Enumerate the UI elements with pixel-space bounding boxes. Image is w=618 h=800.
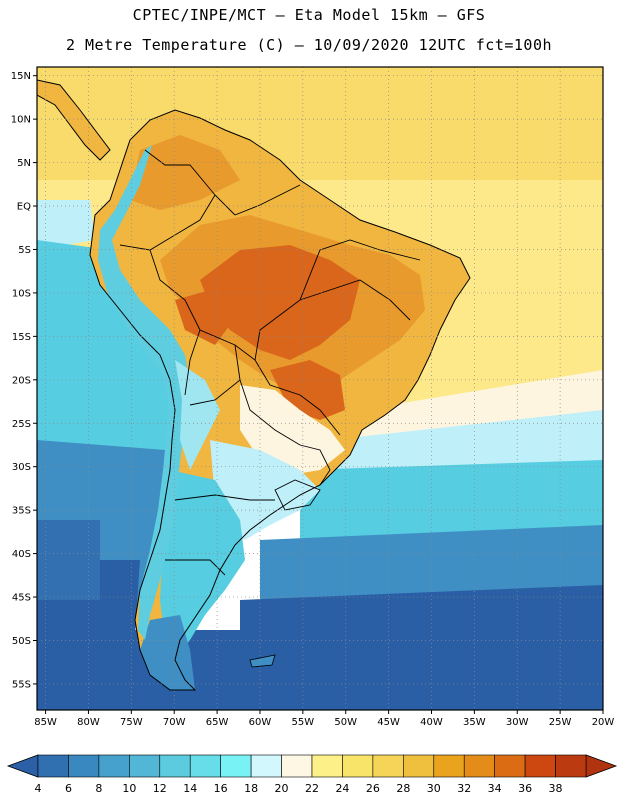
colorbar-label: 4 (35, 782, 42, 795)
lat-tick-label: 5N (17, 158, 31, 169)
lon-tick-label: 35W (463, 717, 486, 728)
central-america-coast (37, 79, 111, 161)
lon-tick-label: 55W (292, 717, 315, 728)
map-title-line2: 2 Metre Temperature (C) — 10/09/2020 12U… (65, 36, 553, 54)
pacific-deep-2 (37, 520, 100, 600)
lat-tick-label: 45S (12, 593, 31, 604)
colorbar-swatch (433, 754, 465, 778)
land-hottest (200, 245, 360, 360)
land-cream-south (240, 385, 345, 475)
colorbar-label: 26 (366, 782, 380, 795)
lon-tick-label: 65W (206, 717, 229, 728)
map-field (37, 67, 603, 710)
lon-tick-label: 20W (592, 717, 615, 728)
colorbar-label: 38 (549, 782, 563, 795)
lon-tick-label: 80W (77, 717, 100, 728)
colorbar-swatch (311, 754, 343, 778)
colorbar-swatch (129, 754, 161, 778)
colorbar-swatch (494, 754, 526, 778)
colorbar-label: 14 (183, 782, 197, 795)
pacific-cyan (37, 240, 170, 470)
lon-tick-label: 30W (506, 717, 529, 728)
lat-tick-label: 55S (12, 679, 31, 690)
longitude-axis: 85W 80W 75W 70W 65W 60W 55W 50W 45W 40W 35W 30W 25W 2… (34, 710, 614, 728)
land-mid-tip (140, 615, 195, 690)
colorbar-label: 30 (427, 782, 441, 795)
latitude-axis: 15N 10N 5N EQ 5S 10S 15S 20S 25S 30S 35S 40S 45S 50S 5… (11, 71, 37, 690)
lat-tick-label: EQ (17, 202, 31, 213)
colorbar-swatch (98, 754, 130, 778)
colorbar-swatch (37, 754, 69, 778)
lat-tick-label: 35S (12, 506, 31, 517)
colorbar-label: 12 (153, 782, 167, 795)
colorbar-label: 28 (396, 782, 410, 795)
land-light-cyan-pampas (210, 440, 320, 540)
lat-tick-label: 10S (12, 288, 31, 299)
map-frame (36, 66, 604, 711)
colorbar-over-arrow (585, 754, 618, 778)
pacific-light (37, 200, 95, 250)
colorbar-swatch (220, 754, 252, 778)
rio-de-la-plata (274, 479, 321, 511)
colorbar-swatch (372, 754, 404, 778)
colorbar-label: 36 (518, 782, 532, 795)
colorbar-under-arrow (6, 754, 39, 778)
colorbar-label: 24 (335, 782, 349, 795)
colorbar-swatch (281, 754, 313, 778)
colorbar-label: 10 (122, 782, 136, 795)
colorbar-swatch (250, 754, 282, 778)
lon-tick-label: 45W (377, 717, 400, 728)
colorbar-label: 8 (95, 782, 102, 795)
andes-range (98, 145, 190, 640)
lon-tick-label: 50W (334, 717, 357, 728)
colorbar-swatch (159, 754, 191, 778)
lon-tick-label: 75W (120, 717, 143, 728)
temperature-colorbar: 4 6 8 10 12 14 16 18 20 22 24 26 28 30 32 34 36 38 (6, 754, 618, 795)
colorbar-label: 34 (488, 782, 502, 795)
colorbar-swatch (463, 754, 495, 778)
colorbar-label: 6 (65, 782, 72, 795)
central-america-land (37, 80, 110, 160)
colorbar-swatch (68, 754, 100, 778)
colorbar-label: 32 (457, 782, 471, 795)
colorbar-swatch (403, 754, 435, 778)
lon-tick-label: 60W (249, 717, 272, 728)
lat-tick-label: 25S (12, 419, 31, 430)
lat-tick-label: 30S (12, 462, 31, 473)
colorbar-label: 18 (244, 782, 258, 795)
colorbar-label: 22 (305, 782, 319, 795)
map-title-line1: CPTEC/INPE/MCT — Eta Model 15km — GFS (132, 6, 486, 24)
country-borders (119, 149, 421, 576)
colorbar-swatch (342, 754, 374, 778)
land-cyan-patagonia (160, 470, 245, 660)
falkland-islands (249, 654, 276, 668)
lon-tick-label: 25W (549, 717, 572, 728)
colorbar-label: 20 (275, 782, 289, 795)
lat-tick-label: 40S (12, 549, 31, 560)
lat-tick-label: 15N (11, 71, 31, 82)
colorbar-swatch (189, 754, 221, 778)
ocean-deep-east (240, 585, 603, 710)
lon-tick-label: 85W (34, 717, 57, 728)
colorbar-swatch (524, 754, 556, 778)
lat-tick-label: 50S (12, 636, 31, 647)
lon-tick-label: 70W (163, 717, 186, 728)
lat-tick-label: 15S (12, 332, 31, 343)
lat-tick-label: 10N (11, 115, 31, 126)
land-warm-north (130, 135, 240, 210)
colorbar-swatch (555, 754, 587, 778)
lon-tick-label: 40W (420, 717, 443, 728)
lat-tick-label: 5S (18, 245, 31, 256)
colorbar-label: 16 (214, 782, 228, 795)
lat-tick-label: 20S (12, 375, 31, 386)
land-hot-patch-3 (175, 290, 230, 345)
